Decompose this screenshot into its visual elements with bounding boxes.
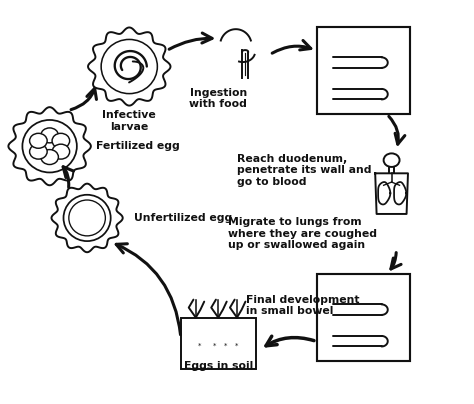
FancyArrowPatch shape [63,167,73,187]
Ellipse shape [69,200,105,236]
Text: Fertilized egg: Fertilized egg [97,141,180,151]
Circle shape [383,154,400,167]
Polygon shape [375,173,408,214]
Circle shape [41,128,58,143]
Polygon shape [378,182,390,204]
Text: Migrate to lungs from
where they are coughed
up or swallowed again: Migrate to lungs from where they are cou… [228,217,377,250]
Ellipse shape [101,40,157,94]
Text: Infective
larvae: Infective larvae [102,110,156,132]
FancyArrowPatch shape [116,244,181,335]
Text: *: * [224,343,228,349]
Text: Final development
in small bowel: Final development in small bowel [246,295,360,316]
Polygon shape [9,107,91,185]
FancyArrowPatch shape [169,33,212,49]
Polygon shape [394,182,406,204]
Text: Unfertilized egg: Unfertilized egg [134,213,232,223]
Text: *: * [235,343,239,349]
Circle shape [52,133,70,148]
Text: Ingestion
with food: Ingestion with food [189,88,247,109]
Bar [317,27,410,114]
FancyArrowPatch shape [266,336,314,346]
Circle shape [41,149,58,164]
FancyArrowPatch shape [389,116,405,144]
Text: Reach duodenum,
penetrate its wall and
go to blood: Reach duodenum, penetrate its wall and g… [237,154,372,187]
Text: *: * [198,343,201,349]
Text: Eggs in soil: Eggs in soil [183,361,253,371]
FancyArrowPatch shape [272,40,311,53]
Bar [317,274,410,361]
Ellipse shape [64,195,111,241]
Circle shape [29,133,47,148]
Polygon shape [52,184,123,252]
FancyArrowPatch shape [71,88,96,109]
Circle shape [29,144,47,159]
Ellipse shape [22,120,77,173]
FancyArrowPatch shape [391,252,401,269]
Bar [181,318,256,369]
Polygon shape [88,27,171,105]
Circle shape [52,144,70,159]
Text: *: * [213,343,216,349]
